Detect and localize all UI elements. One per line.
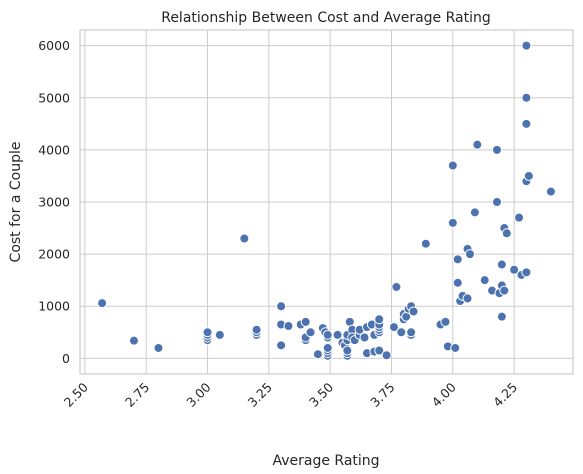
data-point: [332, 329, 343, 340]
data-point: [479, 275, 490, 286]
x-tick-label: 3.50: [306, 379, 336, 409]
data-point: [322, 329, 333, 340]
points: [97, 40, 556, 361]
x-tick-label: 2.50: [61, 379, 91, 409]
data-point: [491, 197, 502, 207]
data-point: [496, 311, 507, 322]
data-point: [374, 314, 385, 325]
data-point: [322, 342, 333, 353]
data-point: [464, 249, 475, 260]
data-point: [239, 233, 250, 244]
data-point: [462, 293, 473, 304]
data-point: [521, 40, 532, 51]
data-point: [388, 322, 399, 333]
data-point: [472, 139, 483, 150]
x-axis-label: Average Rating: [272, 453, 379, 469]
data-point: [447, 217, 458, 228]
data-point: [521, 118, 532, 129]
y-tick-label: 1000: [38, 299, 70, 314]
plot-frame: [79, 29, 574, 375]
data-point: [501, 228, 512, 239]
data-point: [342, 345, 353, 356]
data-point: [545, 186, 556, 197]
data-point: [276, 340, 287, 351]
data-point: [452, 254, 463, 265]
y-axis-label: Cost for a Couple: [8, 142, 24, 263]
y-tick-label: 5000: [38, 90, 70, 105]
data-point: [312, 349, 323, 360]
data-point: [496, 259, 507, 270]
grid: [80, 30, 573, 374]
data-point: [251, 324, 262, 335]
y-tick-label: 0: [62, 351, 70, 366]
x-tick-label: 3.00: [183, 379, 213, 409]
data-point: [408, 306, 419, 317]
y-axis-ticks: 0 1000 2000 3000 4000 5000 6000: [38, 38, 70, 366]
data-point: [283, 321, 294, 332]
data-point: [153, 342, 164, 353]
data-point: [521, 267, 532, 278]
data-point: [452, 277, 463, 288]
data-point: [440, 316, 451, 327]
data-point: [202, 327, 213, 338]
data-point: [359, 332, 370, 343]
data-point: [305, 327, 316, 338]
data-point: [381, 350, 392, 361]
x-tick-label: 3.75: [367, 380, 397, 410]
y-tick-label: 2000: [38, 247, 70, 262]
data-point: [469, 207, 480, 218]
x-tick-label: 3.25: [245, 380, 275, 410]
y-tick-label: 3000: [38, 195, 70, 210]
data-point: [128, 335, 139, 346]
data-point: [406, 327, 417, 338]
x-tick-label: 2.75: [122, 380, 152, 410]
y-tick-label: 4000: [38, 142, 70, 157]
data-point: [420, 238, 431, 249]
data-point: [276, 301, 287, 312]
data-point: [447, 160, 458, 171]
data-point: [509, 264, 520, 275]
data-point: [391, 281, 402, 292]
data-point: [499, 285, 510, 296]
chart-title: Relationship Between Cost and Average Ra…: [161, 10, 491, 26]
data-point: [97, 298, 108, 309]
data-point: [450, 342, 461, 353]
data-point: [396, 327, 407, 338]
data-point: [300, 316, 311, 327]
data-point: [521, 92, 532, 103]
data-point: [514, 212, 525, 223]
data-point: [523, 170, 534, 181]
data-point: [374, 345, 385, 356]
x-axis-ticks: 2.50 2.75 3.00 3.25 3.50 3.75 4.00 4.25: [61, 379, 521, 409]
data-point: [214, 329, 225, 340]
x-tick-label: 4.25: [490, 380, 520, 410]
data-point: [491, 144, 502, 155]
x-tick-label: 4.00: [429, 379, 459, 409]
y-tick-label: 6000: [38, 38, 70, 53]
